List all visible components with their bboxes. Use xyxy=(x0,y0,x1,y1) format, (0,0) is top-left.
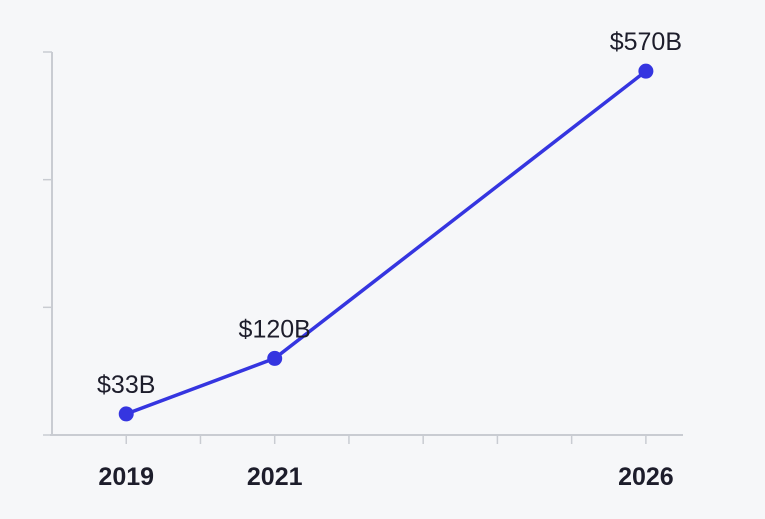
data-label: $33B xyxy=(97,371,155,399)
x-tick-label: 2026 xyxy=(618,463,674,491)
series xyxy=(118,63,654,422)
data-label: $120B xyxy=(239,315,311,343)
x-tick-label: 2021 xyxy=(247,463,303,491)
series-line xyxy=(124,69,648,416)
x-tick-label: 2019 xyxy=(98,463,154,491)
axes xyxy=(43,51,683,444)
data-point xyxy=(638,63,654,79)
data-point xyxy=(267,350,283,366)
data-label: $570B xyxy=(610,28,682,56)
labels: 2019 2021 2026 $33B $120B $570B xyxy=(97,28,682,491)
data-point xyxy=(118,406,134,422)
